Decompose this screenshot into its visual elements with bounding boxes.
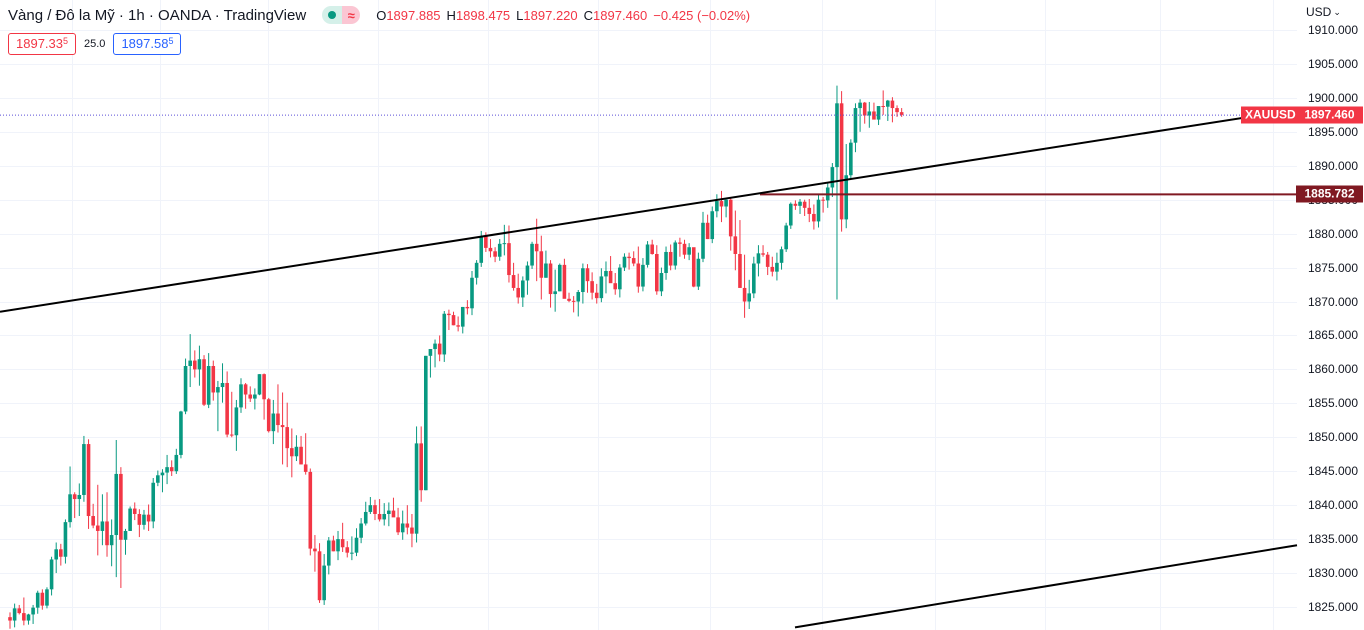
- close-label: C: [583, 7, 594, 23]
- price-axis-label: 1825.000: [1307, 599, 1358, 614]
- buy-button[interactable]: 1897.585: [113, 33, 182, 55]
- price-axis[interactable]: 1910.000 1905.000 1900.000 1895.000 1890.000…: [1297, 0, 1364, 630]
- price-axis-label: 1905.000: [1307, 56, 1358, 71]
- low-value: 1897.220: [523, 7, 578, 23]
- open-value: 1897.885: [386, 7, 441, 23]
- market-open-dot-icon: [328, 11, 337, 19]
- price-axis-label: 1880.000: [1307, 226, 1358, 241]
- high-value: 1898.475: [455, 7, 511, 23]
- last-price-tag: 1897.460: [1296, 106, 1363, 124]
- high-label: H: [446, 7, 456, 23]
- trendline[interactable]: [794, 544, 1298, 629]
- level-price-tag[interactable]: 1885.782: [1296, 185, 1363, 203]
- price-axis-label: 1900.000: [1307, 90, 1358, 105]
- market-status-pill[interactable]: ≈: [322, 6, 361, 24]
- price-axis-label: 1830.000: [1307, 566, 1358, 581]
- sell-button[interactable]: 1897.335: [8, 33, 77, 55]
- price-axis-label: 1835.000: [1307, 532, 1358, 547]
- spread-value: 25.0: [84, 38, 106, 50]
- ohlc-values: O1897.885 H1898.475 L1897.220 C1897.460 …: [376, 8, 750, 23]
- chevron-down-icon: ⌄: [1333, 6, 1341, 17]
- price-axis-label: 1870.000: [1307, 294, 1358, 309]
- close-value: 1897.460: [593, 7, 648, 23]
- price-axis-label: 1875.000: [1307, 260, 1358, 275]
- price-axis-label: 1845.000: [1307, 464, 1358, 479]
- symbol-title[interactable]: Vàng / Đô la Mỹ · 1h · OANDA · TradingVi…: [8, 6, 307, 24]
- price-axis-label: 1910.000: [1307, 23, 1358, 37]
- trendline[interactable]: [0, 108, 1298, 313]
- wave-icon: ≈: [342, 6, 361, 24]
- currency-label: USD: [1306, 5, 1332, 19]
- price-axis-label: 1840.000: [1307, 498, 1358, 513]
- low-label: L: [516, 7, 524, 23]
- symbol-tag: XAUUSD: [1241, 106, 1299, 124]
- buy-pip: 5: [168, 36, 174, 46]
- symbol-legend: Vàng / Đô la Mỹ · 1h · OANDA · TradingVi…: [8, 6, 750, 24]
- trendlines[interactable]: [0, 108, 1298, 629]
- buy-price: 1897.58: [121, 36, 169, 51]
- price-axis-label: 1855.000: [1307, 396, 1358, 411]
- price-axis-label: 1865.000: [1307, 328, 1358, 343]
- sell-price: 1897.33: [16, 36, 63, 51]
- price-axis-label: 1890.000: [1307, 158, 1358, 173]
- price-axis-label: 1860.000: [1307, 362, 1358, 377]
- currency-selector[interactable]: USD ⌄: [1306, 5, 1341, 19]
- price-axis-label: 1850.000: [1307, 430, 1358, 445]
- sell-pip: 5: [63, 36, 69, 46]
- open-label: O: [376, 7, 387, 23]
- price-axis-label: 1895.000: [1307, 124, 1358, 139]
- chart-grid: [0, 0, 1297, 630]
- quote-row: 1897.335 25.0 1897.585: [8, 33, 182, 55]
- candle-series: [8, 85, 904, 629]
- change-value: −0.425 (−0.02%): [653, 7, 751, 23]
